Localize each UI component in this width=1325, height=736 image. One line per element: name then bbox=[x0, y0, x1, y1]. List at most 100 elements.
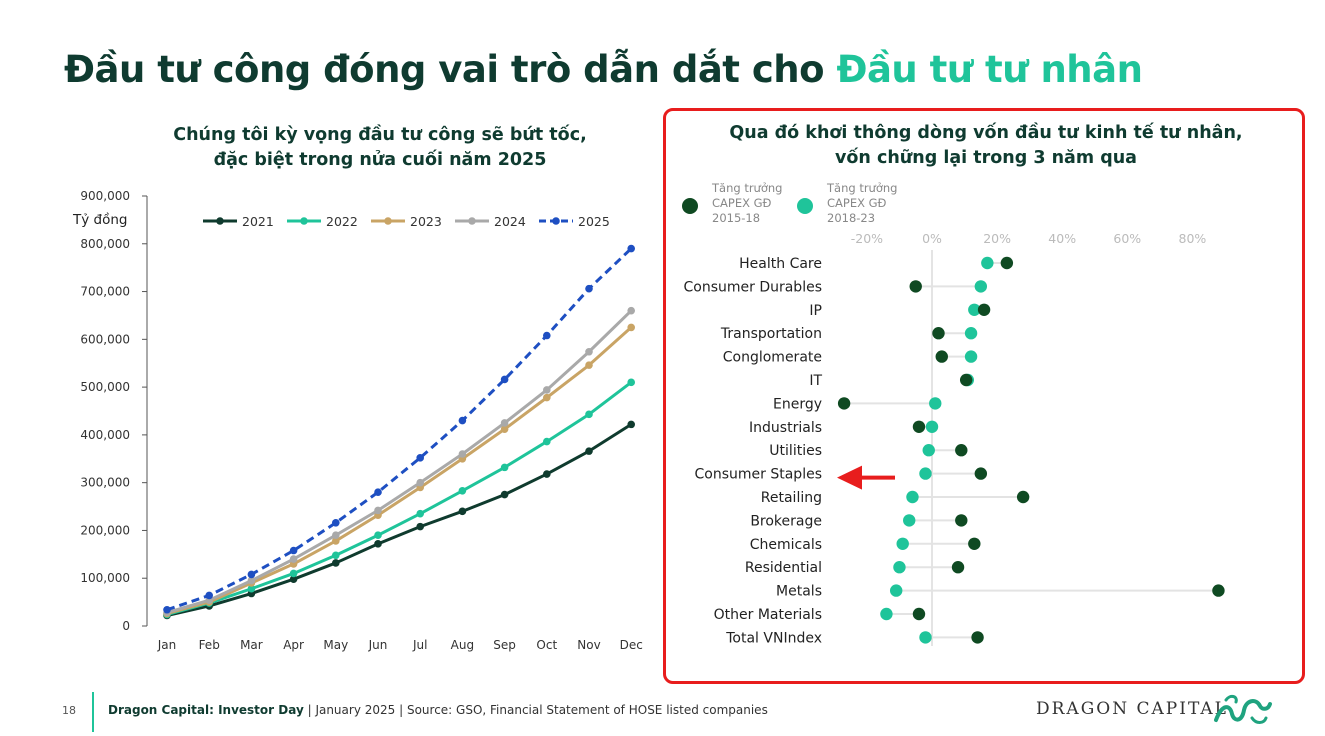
left-subtitle-line-2: đặc biệt trong nửa cuối năm 2025 bbox=[213, 150, 547, 170]
dot-2015-18 bbox=[837, 397, 851, 410]
title-part-accent: Đầu tư tư nhân bbox=[836, 48, 1143, 91]
y-tick-label: 800,000 bbox=[80, 237, 130, 251]
series-point-2024 bbox=[332, 531, 340, 540]
title-part-main: Đầu tư công đóng vai trò dẫn dắt cho bbox=[64, 48, 825, 91]
dot-2015-18 bbox=[909, 280, 922, 293]
dot-2018-23 bbox=[903, 514, 916, 527]
dot-2015-18 bbox=[968, 537, 981, 550]
category-label: Transportation bbox=[720, 326, 822, 342]
x-tick-label: 60% bbox=[1113, 231, 1141, 246]
category-label: Consumer Staples bbox=[695, 467, 822, 483]
dot-2018-23 bbox=[964, 327, 978, 340]
dot-2018-23 bbox=[968, 303, 981, 316]
dot-2018-23 bbox=[929, 397, 942, 410]
category-label: Residential bbox=[745, 560, 822, 576]
legend-label-2022: 2022 bbox=[326, 214, 358, 229]
series-point-2023 bbox=[627, 323, 635, 332]
dot-2015-18 bbox=[912, 420, 926, 433]
series-point-2025 bbox=[585, 284, 593, 293]
highlight-arrow-icon bbox=[837, 465, 862, 490]
series-point-2022 bbox=[247, 584, 256, 593]
y-tick-label: 900,000 bbox=[80, 189, 130, 203]
dot-2018-23 bbox=[906, 490, 919, 504]
dot-2018-23 bbox=[919, 631, 932, 644]
series-point-2023 bbox=[543, 393, 551, 402]
x-tick-label: Jun bbox=[368, 638, 388, 652]
series-point-2025 bbox=[458, 416, 467, 425]
y-tick-label: 100,000 bbox=[80, 571, 130, 585]
dot-2018-23 bbox=[925, 420, 939, 433]
source-brand: Dragon Capital: Investor Day bbox=[108, 703, 304, 717]
y-tick-label: 300,000 bbox=[80, 476, 130, 490]
dot-2018-23 bbox=[880, 607, 893, 621]
legend-label-line: Tăng trưởng bbox=[826, 181, 897, 195]
category-label: Conglomerate bbox=[723, 350, 822, 366]
y-tick-label: 500,000 bbox=[80, 380, 130, 394]
dot-2015-18 bbox=[932, 327, 945, 340]
series-point-2024 bbox=[500, 419, 509, 427]
dot-2015-18 bbox=[912, 607, 926, 621]
dot-2018-23 bbox=[889, 584, 903, 597]
dot-2015-18 bbox=[951, 561, 965, 574]
legend-label-line: CAPEX GĐ bbox=[712, 196, 772, 210]
series-point-2023 bbox=[585, 361, 593, 369]
series-point-2023 bbox=[500, 425, 509, 433]
x-tick-label: -20% bbox=[851, 231, 883, 246]
category-label: Consumer Durables bbox=[683, 279, 822, 295]
legend-marker-1 bbox=[797, 198, 813, 214]
dragon-logo-icon bbox=[1214, 694, 1272, 724]
right-chart-subtitle: Qua đó khơi thông dòng vốn đầu tư kinh t… bbox=[668, 121, 1304, 171]
x-tick-label: Aug bbox=[451, 638, 474, 652]
footer-divider bbox=[92, 692, 94, 732]
category-label: Industrials bbox=[749, 420, 822, 436]
series-point-2025 bbox=[627, 244, 635, 253]
category-label: Energy bbox=[773, 396, 822, 412]
highlight-panel bbox=[663, 108, 1305, 684]
y-tick-label: 200,000 bbox=[80, 523, 130, 537]
dot-2015-18 bbox=[971, 631, 984, 644]
x-tick-label: Apr bbox=[283, 638, 304, 652]
dot-2018-23 bbox=[974, 280, 988, 293]
x-tick-label: 40% bbox=[1048, 231, 1076, 246]
category-label: Retailing bbox=[761, 490, 822, 506]
y-tick-label: 700,000 bbox=[80, 285, 130, 299]
dot-2018-23 bbox=[922, 444, 935, 457]
legend-label-line: 2015-18 bbox=[712, 211, 760, 225]
legend-marker-0 bbox=[682, 198, 698, 214]
legend-label-2025: 2025 bbox=[578, 214, 610, 229]
series-point-2021 bbox=[500, 490, 509, 499]
series-point-2025 bbox=[247, 570, 256, 579]
x-tick-label: 20% bbox=[983, 231, 1011, 246]
legend-label-2024: 2024 bbox=[494, 214, 526, 229]
x-tick-label: Feb bbox=[199, 638, 220, 652]
series-point-2025 bbox=[205, 591, 213, 600]
y-tick-label: 600,000 bbox=[80, 332, 130, 346]
series-line-2021 bbox=[166, 423, 633, 617]
series-point-2022 bbox=[458, 486, 467, 495]
dot-2018-23 bbox=[893, 561, 906, 574]
x-tick-label: Dec bbox=[620, 638, 643, 652]
series-point-2024 bbox=[627, 306, 635, 315]
dot-2015-18 bbox=[935, 350, 948, 363]
legend-label-2021: 2021 bbox=[242, 214, 274, 229]
category-label: Chemicals bbox=[750, 537, 822, 553]
left-chart-subtitle: Chúng tôi kỳ vọng đầu tư công sẽ bứt tốc… bbox=[100, 123, 660, 173]
category-label: Other Materials bbox=[714, 607, 822, 623]
category-label: Utilities bbox=[769, 443, 822, 459]
dot-2015-18 bbox=[959, 373, 973, 387]
slide-title: Đầu tư công đóng vai trò dẫn dắt cho Đầu… bbox=[64, 48, 1143, 91]
series-point-2022 bbox=[374, 531, 382, 540]
x-tick-label: 0% bbox=[922, 231, 942, 246]
legend-marker-2023 bbox=[384, 217, 392, 225]
legend-label-line: 2018-23 bbox=[827, 211, 875, 225]
legend-label-2023: 2023 bbox=[410, 214, 442, 229]
series-point-2023 bbox=[332, 537, 340, 545]
y-tick-label: 0 bbox=[122, 619, 130, 633]
dot-2015-18 bbox=[1000, 256, 1014, 270]
dot-2015-18 bbox=[1016, 490, 1030, 504]
series-point-2021 bbox=[585, 447, 593, 455]
series-point-2021 bbox=[374, 540, 382, 548]
x-tick-label: Jul bbox=[412, 638, 427, 652]
